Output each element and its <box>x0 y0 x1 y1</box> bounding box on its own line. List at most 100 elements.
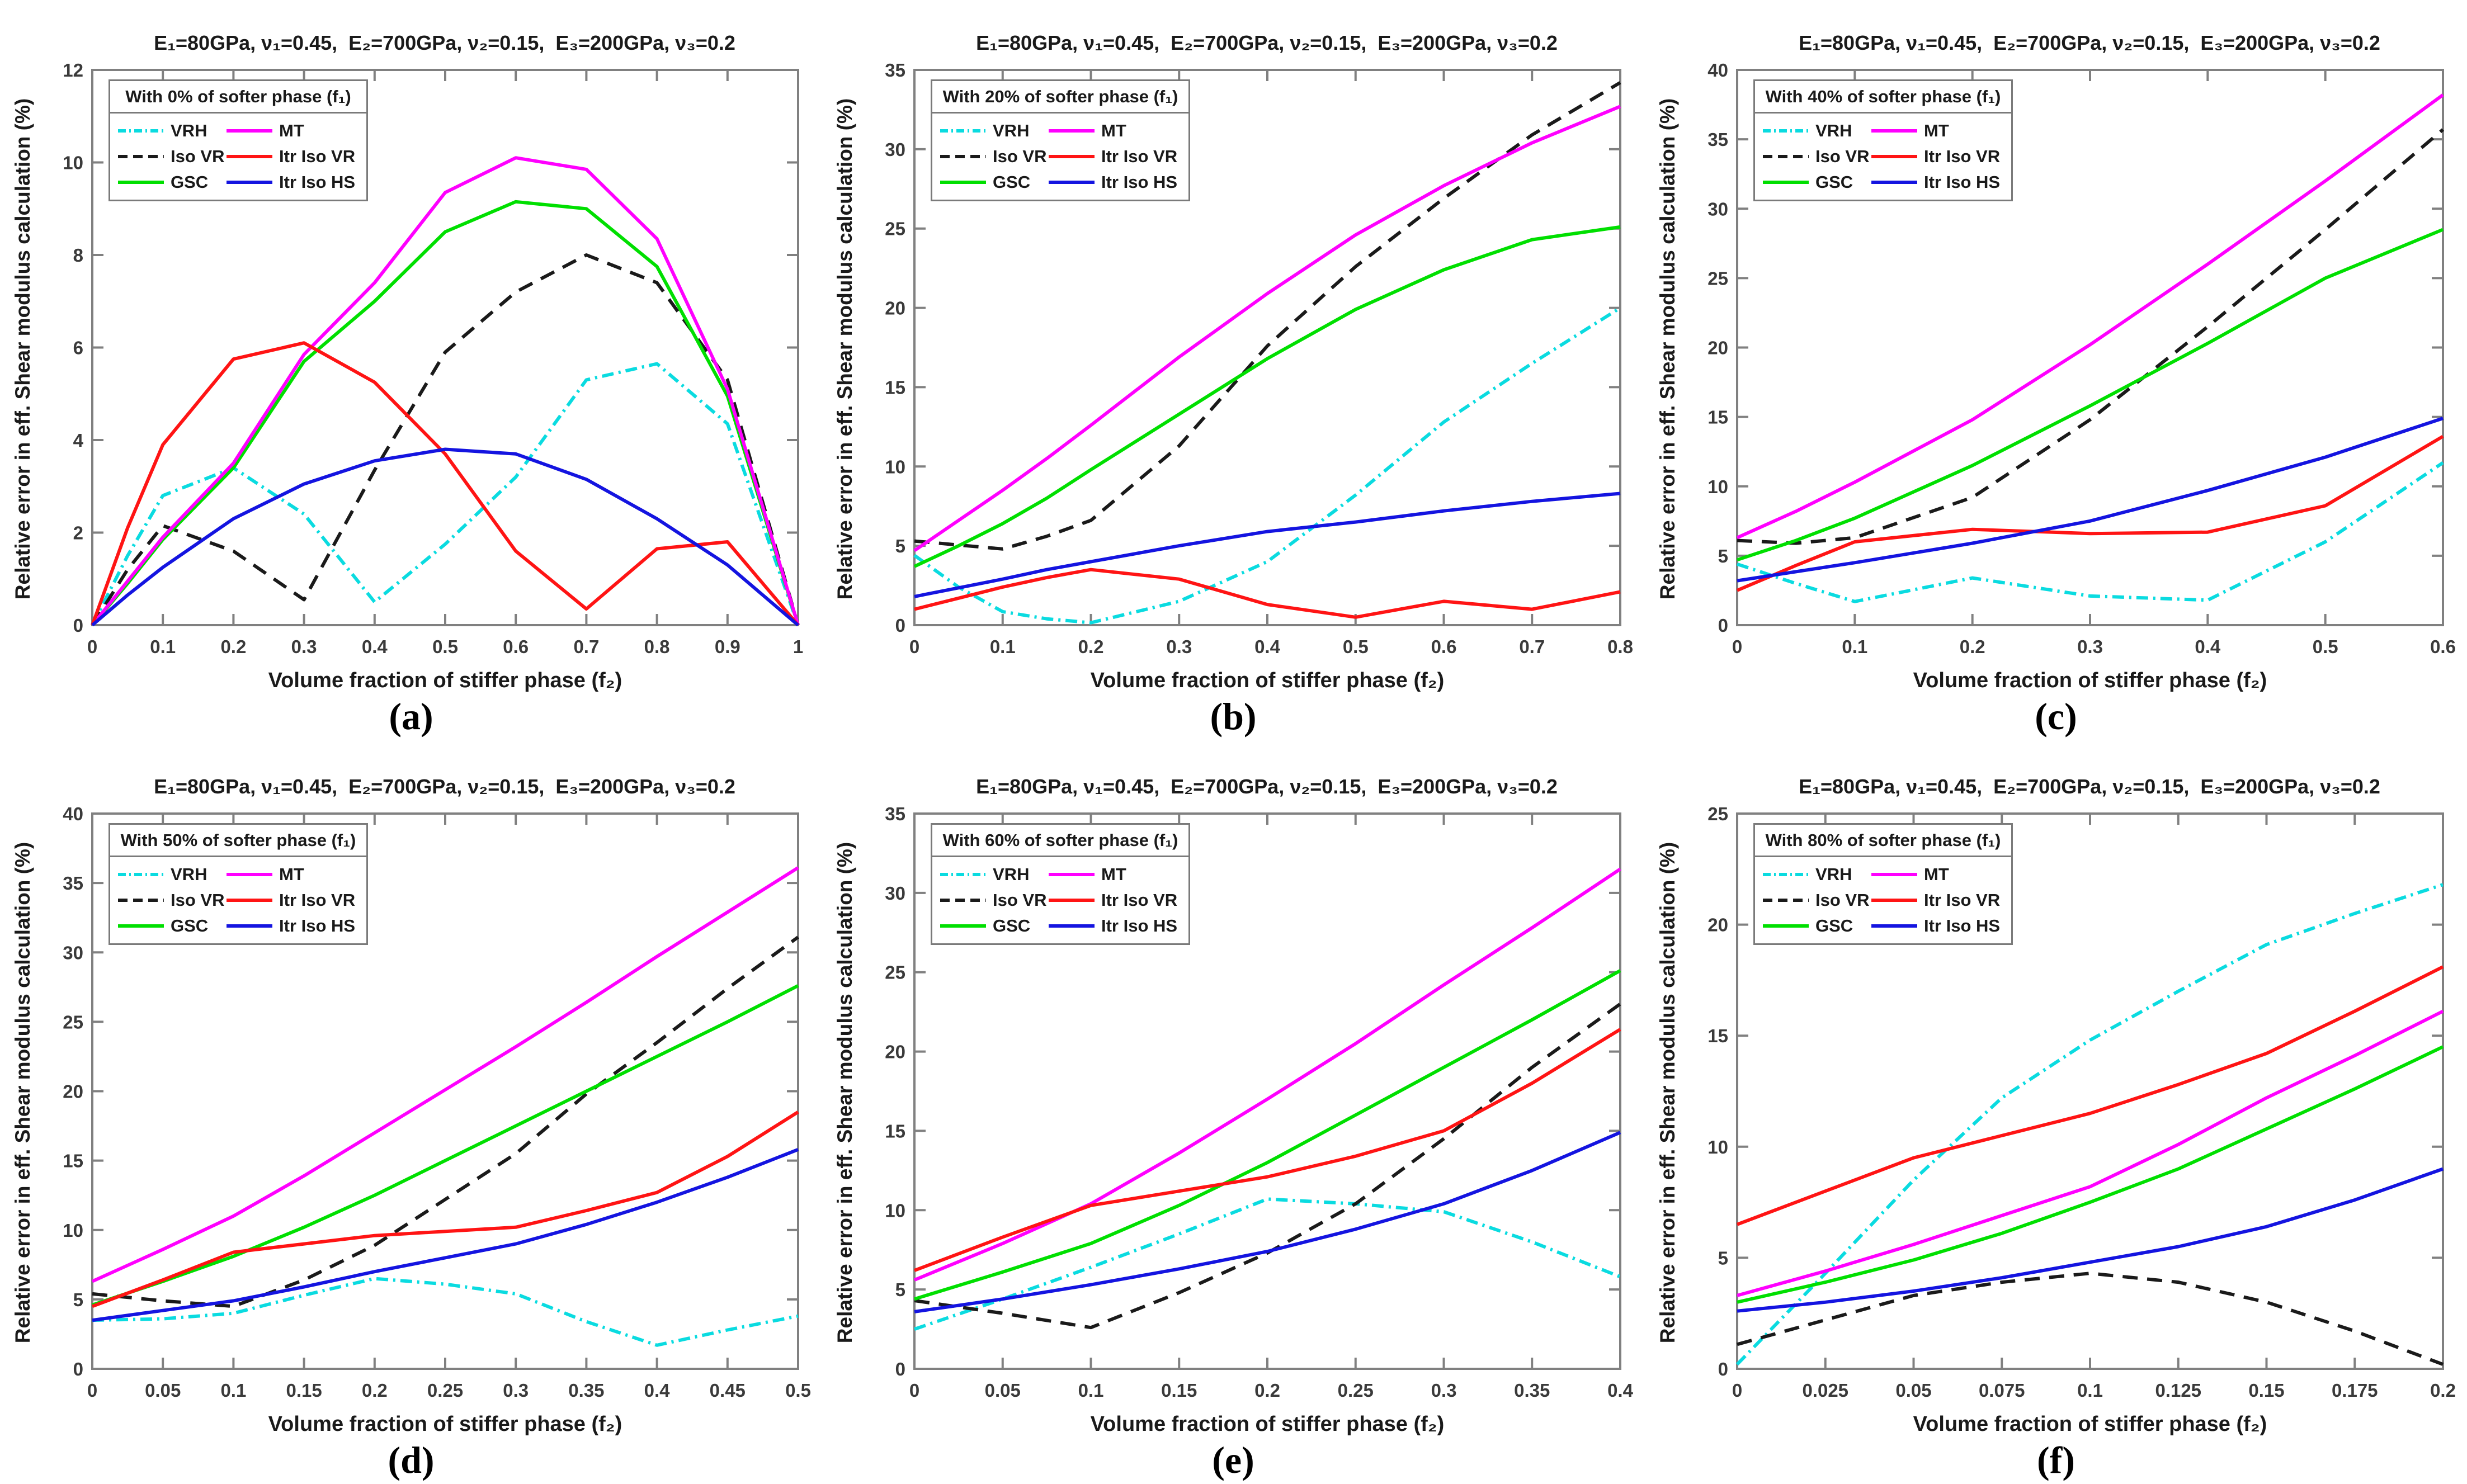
legend-line-sample <box>1049 873 1095 876</box>
series-line-vrh <box>91 362 800 626</box>
y-tick-label: 5 <box>1718 1247 1728 1268</box>
x-tick-label: 0.4 <box>362 636 388 657</box>
x-tick-label: 0.6 <box>1431 636 1457 657</box>
y-tick-label: 15 <box>1707 1025 1728 1046</box>
panel-title: E₁=80GPa, ν₁=0.45, E₂=700GPa, ν₂=0.15, E… <box>154 775 735 798</box>
x-tick-label: 0.075 <box>1979 1380 2025 1401</box>
y-tick-label: 20 <box>63 1081 83 1102</box>
y-tick-label: 40 <box>1707 60 1728 81</box>
legend-label: VRH <box>1815 864 1852 884</box>
y-tick-label: 10 <box>1707 1137 1728 1157</box>
x-axis-label: Volume fraction of stiffer phase (f₂) <box>1090 669 1445 692</box>
legend-label: VRH <box>993 121 1030 140</box>
x-tick-label: 0.4 <box>644 1380 671 1401</box>
series-line-iso-vr <box>92 935 799 1308</box>
series-line-gsc <box>1737 228 2444 562</box>
legend-item-vrh: VRH <box>117 118 225 144</box>
legend-label: Iso VR <box>1815 146 1870 166</box>
chart-e: 0 0.05 0.1 0.15 0.2 0.25 0.3 0.35 0.4 0 5 10 15 20 25 3… <box>885 804 1633 1401</box>
legend-item-itr-iso-hs: Itr Iso HS <box>225 913 363 939</box>
series-line-itr-iso-vr <box>913 1028 1621 1272</box>
series-line-itr-iso-hs <box>92 1148 799 1322</box>
panel-caption: (f) <box>2037 1439 2075 1481</box>
x-tick-label: 0.15 <box>2248 1380 2284 1401</box>
legend-line-sample <box>227 899 272 902</box>
legend-line-sample <box>940 873 986 876</box>
legend-line-sample <box>940 181 986 184</box>
x-tick-label: 0.1 <box>150 636 176 657</box>
x-tick-label: 0.05 <box>1895 1380 1931 1401</box>
x-tick-label: 0.15 <box>286 1380 322 1401</box>
legend-item-vrh: VRH <box>117 862 225 887</box>
legend-item-itr-iso-hs: Itr Iso HS <box>1870 169 2008 195</box>
y-tick-label: 25 <box>885 219 905 239</box>
legend-line-sample <box>1763 181 1809 184</box>
panel-title: E₁=80GPa, ν₁=0.45, E₂=700GPa, ν₂=0.15, E… <box>976 31 1558 54</box>
legend-items: VRH Iso VR GSC MT Itr Iso VR Itr Iso HS <box>110 857 366 943</box>
legend-label: MT <box>1101 121 1126 140</box>
series-line-mt <box>91 156 800 626</box>
legend: With 60% of softer phase (f₁) VRH Iso VR G… <box>931 823 1190 945</box>
y-axis-label: Relative error in eff. Shear modulus cal… <box>11 842 34 1344</box>
series-line-gsc <box>1737 1045 2444 1304</box>
x-tick-label: 0.6 <box>2430 636 2456 657</box>
panel-caption: (a) <box>389 695 433 738</box>
x-tick-label: 0.3 <box>2077 636 2103 657</box>
series-line-mt <box>91 866 799 1283</box>
legend-label: Itr Iso VR <box>1924 146 2001 166</box>
legend-item-vrh: VRH <box>1762 862 1870 887</box>
x-tick-label: 0.5 <box>1343 636 1369 657</box>
legend-line-sample <box>1871 873 1917 876</box>
series-line-vrh <box>1737 461 2444 603</box>
y-tick-label: 10 <box>63 1220 83 1241</box>
series-line-gsc <box>91 200 800 626</box>
series-line-mt <box>913 105 1621 552</box>
y-tick-label: 5 <box>895 1279 905 1300</box>
legend-line-sample <box>1049 181 1095 184</box>
panel-f: 0 0.025 0.05 0.075 0.1 0.125 0.15 0.175 0.2 0 5 10 1… <box>1645 744 2467 1484</box>
legend-item-mt: MT <box>1870 118 2008 144</box>
legend-line-sample <box>1871 181 1917 184</box>
legend-item-vrh: VRH <box>939 118 1048 144</box>
legend-item-gsc: GSC <box>1762 169 1870 195</box>
y-tick-label: 15 <box>885 377 905 398</box>
y-tick-label: 20 <box>1707 338 1728 358</box>
x-tick-label: 0.35 <box>568 1380 604 1401</box>
y-tick-label: 6 <box>73 338 83 358</box>
legend-label: Itr Iso HS <box>1924 916 2001 935</box>
y-axis-label: Relative error in eff. Shear modulus cal… <box>833 98 856 600</box>
y-tick-label: 2 <box>73 523 83 543</box>
legend-line-sample <box>1049 129 1095 133</box>
legend-item-iso-vr: Iso VR <box>939 144 1048 169</box>
x-tick-label: 0.8 <box>1607 636 1633 657</box>
legend: With 50% of softer phase (f₁) VRH Iso VR G… <box>109 823 368 945</box>
x-tick-label: 0 <box>1732 636 1742 657</box>
x-axis-label: Volume fraction of stiffer phase (f₂) <box>268 669 622 692</box>
y-axis-label: Relative error in eff. Shear modulus cal… <box>833 842 856 1344</box>
legend-item-iso-vr: Iso VR <box>1762 144 1870 169</box>
y-tick-label: 15 <box>1707 407 1728 428</box>
x-tick-label: 0.2 <box>220 636 246 657</box>
legend-item-mt: MT <box>225 862 363 887</box>
series-line-itr-iso-hs <box>914 1131 1621 1313</box>
legend-line-sample <box>118 873 164 876</box>
x-axis-label: Volume fraction of stiffer phase (f₂) <box>1913 1412 2267 1436</box>
x-tick-label: 0.6 <box>503 636 529 657</box>
legend-item-itr-iso-vr: Itr Iso VR <box>1048 887 1185 913</box>
y-tick-label: 0 <box>895 615 905 636</box>
legend-line-sample <box>118 899 164 902</box>
x-tick-label: 0.35 <box>1514 1380 1550 1401</box>
legend-label: Itr Iso VR <box>1101 146 1178 166</box>
y-tick-label: 35 <box>1707 129 1728 150</box>
legend-label: Iso VR <box>1815 890 1870 910</box>
legend-line-sample <box>1871 899 1917 902</box>
panel-caption: (c) <box>2035 695 2077 738</box>
panel-d: 0 0.05 0.1 0.15 0.2 0.25 0.3 0.35 0.4 0.45 0.5 0 5 10… <box>0 744 822 1484</box>
series-line-vrh <box>1735 883 2444 1366</box>
x-tick-label: 0.2 <box>1078 636 1104 657</box>
legend-item-itr-iso-hs: Itr Iso HS <box>1048 913 1185 939</box>
legend-item-gsc: GSC <box>117 169 225 195</box>
y-axis-label: Relative error in eff. Shear modulus cal… <box>1656 842 1679 1344</box>
series-line-itr-iso-hs <box>91 447 799 627</box>
